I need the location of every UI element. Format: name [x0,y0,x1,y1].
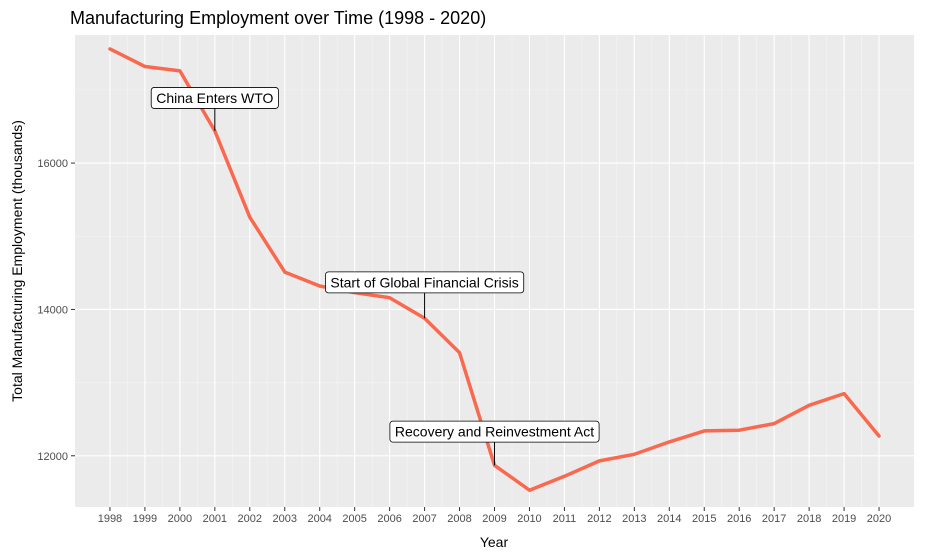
x-tick-label: 2000 [168,513,192,525]
x-axis-title: Year [480,534,509,550]
x-tick-label: 2003 [273,513,297,525]
annotation-label: Recovery and Reinvestment Act [395,424,594,440]
annotations-layer: China Enters WTO Start of Global Financia… [150,87,600,466]
series-line [108,47,881,492]
x-axis: 1998 1999 2000 2001 2002 2003 2004 2005 2006 2007… [98,507,891,525]
x-tick-label: 2013 [622,513,646,525]
y-tick-label: 16000 [37,158,68,170]
y-axis: 12000 14000 16000 [37,158,75,463]
x-tick-label: 1999 [133,513,157,525]
x-tick-label: 2017 [762,513,786,525]
x-tick-label: 2012 [587,513,611,525]
y-axis-title: Total Manufacturing Employment (thousand… [9,120,25,402]
x-tick-label: 2001 [203,513,227,525]
chart-title: Manufacturing Employment over Time (1998… [70,8,486,28]
annotation-box [325,271,525,294]
x-tick-label: 2008 [447,513,471,525]
x-tick-label: 2015 [692,513,716,525]
x-tick-label: 2019 [832,513,856,525]
x-tick-label: 2010 [517,513,541,525]
annotation-box [389,420,600,443]
x-tick-label: 2002 [238,513,262,525]
x-tick-label: 2009 [482,513,506,525]
x-tick-label: 2016 [727,513,751,525]
y-tick-label: 14000 [37,304,68,316]
x-tick-label: 2020 [867,513,891,525]
x-tick-label: 2007 [412,513,436,525]
annotation-label: China Enters WTO [156,90,273,106]
series-layer [108,47,881,492]
x-tick-label: 2004 [307,513,331,525]
x-tick-label: 2005 [342,513,366,525]
x-tick-label: 1998 [98,513,122,525]
annotation-box [150,87,279,109]
y-tick-label: 12000 [37,451,68,463]
annotation-label: Start of Global Financial Crisis [330,274,518,290]
x-tick-label: 2011 [553,513,577,525]
x-tick-label: 2006 [377,513,401,525]
x-tick-label: 2014 [657,513,681,525]
x-tick-label: 2018 [797,513,821,525]
